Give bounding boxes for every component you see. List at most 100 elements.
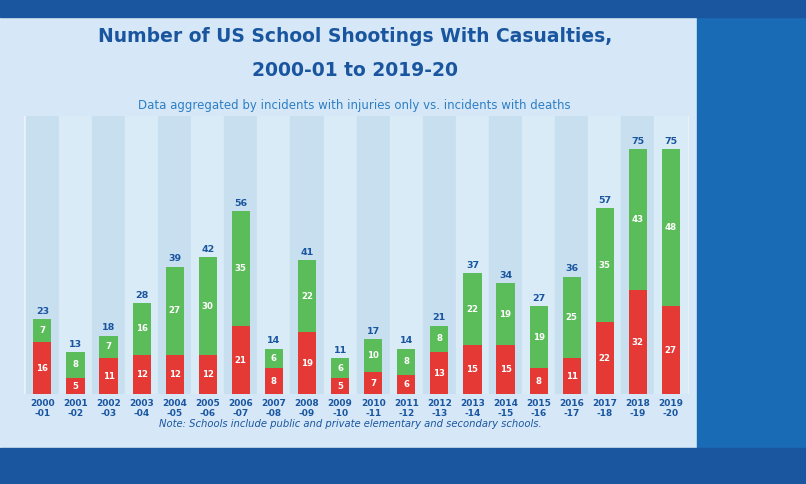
Bar [158,116,191,394]
Bar [463,273,481,346]
Text: 18: 18 [102,323,115,332]
Bar [430,326,448,352]
Text: 8: 8 [271,377,277,386]
Bar [66,352,85,378]
Bar [298,260,316,332]
Legend: Shootings with injuries only, Shootings with deaths: Shootings with injuries only, Shootings … [30,475,413,484]
Text: 6: 6 [337,364,343,373]
Text: 11: 11 [334,346,347,355]
Text: vpnMentor: vpnMentor [713,459,786,472]
Text: 35: 35 [599,260,611,270]
Bar [290,116,323,394]
Text: 48: 48 [665,223,677,232]
Text: 8: 8 [436,334,442,343]
Bar [662,149,680,306]
Text: 2000-01 to 2019-20: 2000-01 to 2019-20 [251,60,458,79]
Text: 16: 16 [135,324,147,333]
Bar [496,346,514,394]
Text: 5: 5 [73,382,78,391]
Text: 21: 21 [235,356,247,364]
Text: 42: 42 [202,245,214,254]
Text: 41: 41 [301,248,314,257]
Text: 36: 36 [565,264,578,273]
Text: 21: 21 [433,314,446,322]
Bar [199,355,217,394]
Text: 43: 43 [632,215,644,224]
Text: 8: 8 [403,357,409,366]
Text: 6: 6 [403,380,409,389]
Bar [265,368,283,394]
Bar [265,348,283,368]
Bar [33,342,52,394]
Bar [463,346,481,394]
Bar [555,116,588,394]
Bar [530,306,548,368]
Bar [390,116,423,394]
Bar [232,326,250,394]
Text: 56: 56 [235,199,247,208]
Bar [331,359,349,378]
Text: 10: 10 [368,351,379,360]
Text: 23: 23 [35,307,49,316]
Bar [563,276,581,359]
Bar [232,211,250,326]
Bar [629,290,647,394]
Text: 19: 19 [500,310,512,319]
Text: 34: 34 [499,271,512,280]
Text: 25: 25 [566,313,578,322]
Bar [654,116,688,394]
Text: 27: 27 [168,306,181,316]
Text: 15: 15 [500,365,512,375]
Bar [563,359,581,394]
Text: 17: 17 [367,327,380,335]
Bar [26,116,59,394]
Text: 39: 39 [168,255,181,263]
Text: 19: 19 [301,359,313,368]
Bar [397,348,415,375]
Text: 12: 12 [168,370,181,379]
Text: 57: 57 [598,196,611,205]
Bar [92,116,125,394]
Text: 75: 75 [664,136,678,146]
Text: 7: 7 [39,326,45,335]
Bar [596,208,614,322]
Bar [224,116,257,394]
Bar [165,355,184,394]
Bar [331,378,349,394]
Text: 5: 5 [337,382,343,391]
Text: 6: 6 [271,354,277,363]
Text: 7: 7 [370,378,376,388]
Text: 16: 16 [36,364,48,373]
Text: 35: 35 [235,264,247,273]
Bar [456,116,489,394]
Text: Data aggregated by incidents with injuries only vs. incidents with deaths: Data aggregated by incidents with injuri… [139,99,571,112]
Text: 37: 37 [466,261,479,270]
Text: Number of US School Shootings With Casualties,: Number of US School Shootings With Casua… [98,27,612,45]
Bar [66,378,85,394]
Text: Note: Schools include public and private elementary and secondary schools.: Note: Schools include public and private… [160,419,542,429]
Bar [191,116,224,394]
Bar [33,319,52,342]
Bar [496,283,514,346]
Text: 8: 8 [73,361,78,369]
Text: 22: 22 [467,305,479,314]
Bar [199,257,217,355]
Text: 22: 22 [301,292,313,301]
Bar [397,375,415,394]
Text: 13: 13 [434,369,446,378]
Bar [588,116,621,394]
Bar [596,322,614,394]
Bar [357,116,390,394]
Bar [489,116,522,394]
Text: 13: 13 [69,340,82,348]
Bar [621,116,654,394]
Text: 32: 32 [632,337,644,347]
Text: (NCES): (NCES) [12,454,60,467]
Bar [132,355,151,394]
Text: 14: 14 [268,336,280,346]
Text: 75: 75 [631,136,645,146]
Bar [125,116,158,394]
Text: 15: 15 [467,365,479,375]
Bar [257,116,290,394]
Bar [99,335,118,359]
